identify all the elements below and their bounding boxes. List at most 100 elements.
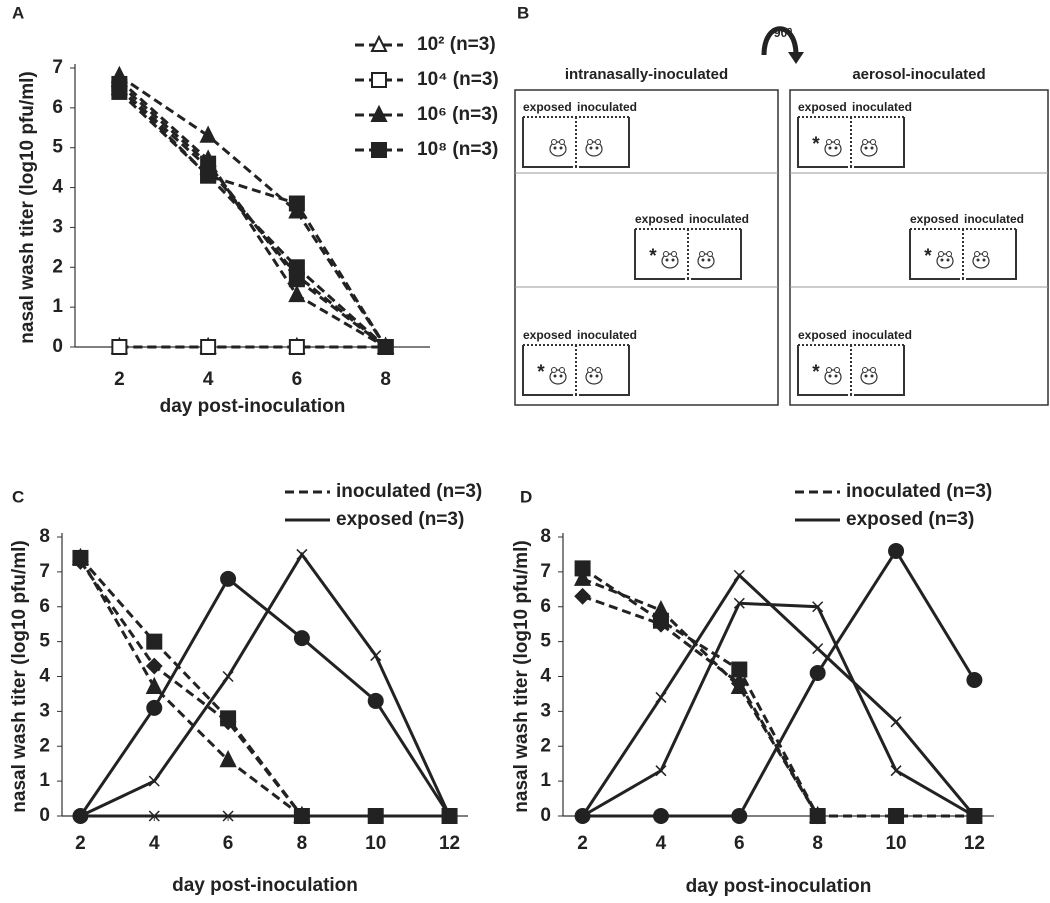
ferret-eye	[870, 146, 874, 150]
ferret-eye	[559, 374, 563, 378]
cage-label: inoculated	[852, 100, 912, 114]
y-tick-label: 2	[39, 735, 50, 756]
ferret-eye	[671, 258, 675, 262]
x-tick-label: 6	[292, 369, 303, 390]
ferret-icon	[972, 253, 990, 269]
marker	[146, 633, 163, 650]
marker	[370, 650, 382, 662]
series-line	[118, 86, 387, 349]
ferret-icon	[661, 253, 679, 269]
ferret-ear	[559, 139, 565, 145]
marker	[148, 810, 160, 822]
ferret-eye	[864, 374, 868, 378]
series-line	[582, 594, 819, 817]
marker	[288, 195, 305, 212]
y-tick-label: 2	[52, 256, 63, 277]
cage-box	[789, 89, 1049, 406]
marker	[293, 630, 310, 647]
legend-label: 10⁶ (n=3)	[417, 104, 498, 125]
cage-label: inoculated	[689, 212, 749, 226]
marker	[812, 601, 824, 613]
marker	[74, 810, 86, 822]
series-line	[79, 551, 451, 818]
ferret-eye	[864, 146, 868, 150]
asterisk: *	[537, 362, 545, 383]
ferret-eye	[828, 374, 832, 378]
marker	[444, 810, 456, 822]
y-tick-label: 6	[540, 596, 551, 617]
y-tick-label: 3	[39, 700, 50, 721]
ferret-icon	[860, 369, 878, 385]
x-tick-label: 8	[812, 833, 823, 854]
marker	[288, 339, 305, 355]
y-tick-label: 4	[52, 177, 63, 198]
y-tick-label: 1	[52, 296, 63, 317]
panel-letter: D	[520, 487, 532, 506]
y-tick-label: 2	[540, 735, 551, 756]
y-tick-label: 5	[39, 631, 50, 652]
marker	[111, 339, 128, 355]
ferret-ear	[551, 367, 557, 373]
marker	[219, 749, 237, 768]
marker	[730, 675, 748, 692]
marker	[288, 271, 305, 288]
y-tick-label: 6	[52, 97, 63, 118]
x-tick-label: 8	[297, 833, 308, 854]
marker	[731, 661, 748, 678]
marker	[199, 125, 217, 143]
cage-wall	[909, 229, 1017, 280]
ferret-ear	[834, 139, 840, 145]
cage-wall	[634, 229, 742, 280]
marker	[145, 657, 163, 675]
ferret-ear	[699, 251, 705, 257]
series-line	[581, 601, 976, 818]
marker	[655, 691, 667, 703]
legend-label: 10⁴ (n=3)	[417, 69, 499, 90]
marker	[890, 716, 902, 728]
cage-label: exposed	[910, 212, 959, 226]
x-tick-label: 2	[75, 833, 86, 854]
y-tick-label: 8	[39, 526, 50, 547]
ferret-icon	[824, 141, 842, 157]
cage-wall	[522, 345, 630, 396]
series-line	[118, 90, 387, 348]
y-tick-label: 5	[52, 137, 63, 158]
ferret-ear	[595, 367, 601, 373]
marker	[371, 72, 387, 88]
y-tick-label: 0	[39, 805, 50, 826]
marker	[370, 104, 388, 122]
x-tick-label: 4	[149, 833, 160, 854]
ferret-eye	[834, 146, 838, 150]
series-line	[79, 557, 303, 818]
asterisk: *	[812, 362, 820, 383]
marker	[148, 775, 160, 787]
legend-label: 10⁸ (n=3)	[417, 139, 498, 160]
x-axis-label: day post-inoculation	[160, 396, 346, 417]
cage-label: exposed	[635, 212, 684, 226]
series-line	[581, 573, 976, 817]
ferret-eye	[870, 374, 874, 378]
y-axis-label: nasal wash titer (log10 pfu/ml)	[17, 71, 38, 343]
y-tick-label: 0	[540, 805, 551, 826]
marker	[812, 643, 824, 655]
x-tick-label: 10	[885, 833, 906, 854]
series-line	[79, 560, 304, 817]
marker	[888, 808, 905, 824]
ferret-icon	[936, 253, 954, 269]
ferret-eye	[595, 374, 599, 378]
x-tick-label: 12	[439, 833, 460, 854]
marker	[200, 339, 217, 355]
ferret-icon	[860, 141, 878, 157]
ferret-eye	[589, 146, 593, 150]
panel-title: intranasally-inoculated	[565, 66, 728, 83]
ferret-icon	[824, 369, 842, 385]
ferret-ear	[974, 251, 980, 257]
y-axis-label: nasal wash titer (log10 pfu/ml)	[9, 540, 30, 812]
marker	[370, 810, 382, 822]
y-axis-label: nasal wash titer (log10 pfu/ml)	[511, 540, 532, 812]
marker	[200, 155, 217, 172]
y-tick-label: 6	[39, 596, 50, 617]
ferret-eye	[707, 258, 711, 262]
ferret-ear	[982, 251, 988, 257]
